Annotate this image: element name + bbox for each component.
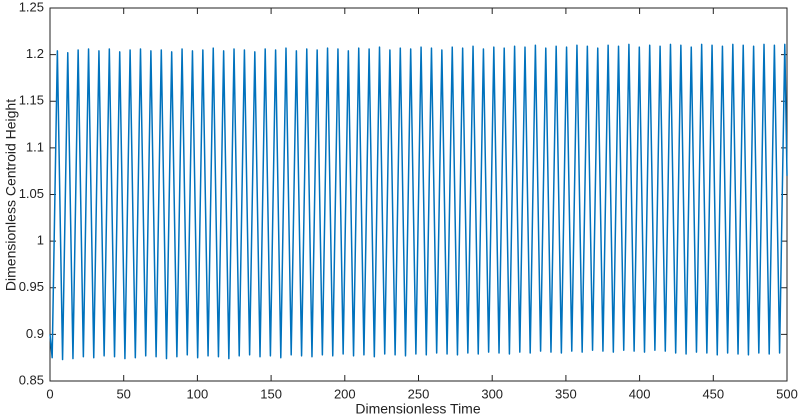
y-tick-label: 1.05 <box>19 186 44 201</box>
y-tick-label: 1.15 <box>19 93 44 108</box>
x-tick-label: 500 <box>776 386 798 401</box>
y-tick-label: 1.2 <box>26 46 44 61</box>
x-tick-label: 450 <box>702 386 724 401</box>
x-tick-label: 200 <box>334 386 356 401</box>
x-tick-label: 0 <box>46 386 53 401</box>
data-line <box>49 43 788 361</box>
x-axis-label: Dimensionless Time <box>355 401 480 417</box>
x-tick-label: 400 <box>629 386 651 401</box>
x-tick-label: 350 <box>555 386 577 401</box>
x-tick-label: 250 <box>408 386 430 401</box>
y-tick-label: 1.1 <box>26 139 44 154</box>
y-tick-label: 0.9 <box>26 326 44 341</box>
y-tick-label: 1 <box>37 233 44 248</box>
x-tick-label: 100 <box>187 386 209 401</box>
x-tick-label: 150 <box>260 386 282 401</box>
x-tick-label: 300 <box>481 386 503 401</box>
y-tick-label: 0.85 <box>19 372 44 387</box>
x-tick-label: 50 <box>116 386 130 401</box>
y-tick-label: 1.25 <box>19 0 44 14</box>
y-tick-label: 0.95 <box>19 279 44 294</box>
y-axis-label: Dimensionless Centroid Height <box>3 99 19 291</box>
